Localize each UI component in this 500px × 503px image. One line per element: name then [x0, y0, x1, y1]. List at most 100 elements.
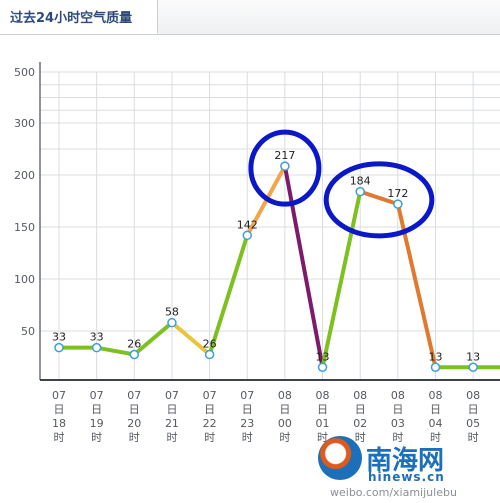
data-label: 26 — [203, 338, 217, 351]
x-tick-label: 日 — [355, 403, 366, 416]
series-segment — [169, 320, 212, 357]
series-segment — [282, 164, 325, 370]
x-tick-label: 日 — [392, 403, 403, 416]
data-label: 26 — [127, 338, 141, 351]
tab-title: 过去24小时空气质量 — [10, 11, 133, 26]
annotation-circle — [248, 129, 322, 207]
x-tick-label: 时 — [129, 431, 140, 444]
data-label: 184 — [350, 175, 371, 188]
data-point — [242, 230, 252, 241]
tab-bar: 过去24小时空气质量 — [0, 0, 500, 35]
x-tick-label: 18 — [52, 417, 66, 430]
x-tick-label: 19 — [90, 417, 104, 430]
data-point — [129, 349, 140, 360]
x-tick-label: 08 — [429, 389, 443, 402]
y-tick-label: 300 — [14, 117, 35, 130]
x-tick-label: 08 — [391, 389, 405, 402]
x-tick-label: 时 — [317, 431, 328, 444]
annotation-circle — [323, 161, 435, 239]
x-tick-label: 时 — [54, 431, 65, 444]
x-tick-label: 日 — [54, 403, 65, 416]
x-tick-label: 08 — [466, 389, 480, 402]
hinews-logo-icon — [318, 436, 362, 480]
x-tick-label: 01 — [316, 417, 330, 430]
data-label: 142 — [237, 218, 258, 231]
x-tick-label: 时 — [166, 431, 177, 444]
y-tick-label: 100 — [14, 273, 35, 286]
x-tick-label: 20 — [127, 417, 141, 430]
watermark-site-name: 南海网 — [366, 446, 445, 476]
y-tick-label: 50 — [21, 325, 35, 338]
data-point — [468, 362, 478, 373]
x-tick-label: 日 — [129, 403, 140, 416]
x-tick-label: 02 — [353, 417, 367, 430]
data-label: 33 — [90, 331, 104, 344]
x-tick-label: 07 — [90, 389, 104, 402]
data-point — [393, 199, 403, 209]
x-tick-label: 23 — [240, 417, 254, 430]
data-labels: 33 33 26 58 26 142 217 13 184 172 13 13 — [52, 149, 480, 363]
series-segment — [94, 345, 137, 357]
series-points — [54, 161, 478, 373]
data-point — [430, 362, 441, 373]
x-tick-label: 时 — [392, 431, 403, 444]
data-point — [204, 349, 215, 360]
y-tick-label: 200 — [14, 169, 35, 182]
x-tick-label: 日 — [91, 403, 102, 416]
x-tick-label: 时 — [242, 431, 253, 444]
x-tick-label: 时 — [204, 431, 215, 444]
x-tick-label: 08 — [278, 389, 292, 402]
data-label: 13 — [429, 350, 443, 363]
data-label: 217 — [274, 149, 295, 162]
x-tick-label: 时 — [279, 431, 290, 444]
data-point — [167, 317, 177, 328]
x-tick-label: 07 — [203, 389, 217, 402]
data-point — [355, 186, 365, 197]
data-label: 172 — [387, 187, 408, 200]
x-tick-label: 07 — [165, 389, 179, 402]
x-tick-label: 时 — [468, 431, 479, 444]
data-point — [91, 342, 102, 353]
x-tick-label: 日 — [204, 403, 215, 416]
x-tick-label: 07 — [52, 389, 66, 402]
series-segment — [207, 233, 250, 357]
data-label: 58 — [165, 306, 179, 319]
data-label: 13 — [466, 350, 480, 363]
watermark-domain: hinews.cn — [368, 470, 445, 484]
x-tick-label: 22 — [203, 417, 217, 430]
chart-axes — [39, 62, 500, 381]
x-tick-label: 日 — [468, 403, 479, 416]
x-tick-label: 时 — [430, 431, 441, 444]
y-tick-label: 500 — [14, 66, 35, 79]
x-tick-label: 日 — [430, 403, 441, 416]
y-tick-label: 150 — [14, 221, 35, 234]
x-tick-label: 日 — [166, 403, 177, 416]
x-tick-label: 日 — [242, 403, 253, 416]
x-tick-label: 日 — [317, 403, 328, 416]
watermark-weibo: weibo.com/xiamijulebu — [330, 486, 457, 499]
x-tick-label: 时 — [91, 431, 102, 444]
data-point — [317, 362, 328, 373]
x-tick-label: 21 — [165, 417, 179, 430]
annotation-circles — [248, 129, 435, 239]
tab-air-quality-24h[interactable]: 过去24小时空气质量 — [0, 0, 158, 34]
series-segment — [132, 320, 174, 357]
x-tick-label: 07 — [240, 389, 254, 402]
x-tick-label: 00 — [278, 417, 292, 430]
x-tick-label: 08 — [316, 389, 330, 402]
x-tick-label: 03 — [391, 417, 405, 430]
series-segment — [320, 189, 363, 370]
data-label: 33 — [52, 331, 66, 344]
x-tick-label: 日 — [279, 403, 290, 416]
x-tick-label: 时 — [355, 431, 366, 444]
data-point — [54, 342, 64, 353]
x-tick-label: 05 — [466, 417, 480, 430]
series-segment — [395, 202, 438, 370]
x-tick-labels: 07日18时07日19时07日20时07日21时07日22时07日23时08日0… — [52, 389, 480, 444]
series-segment — [358, 189, 400, 207]
data-label: 13 — [316, 350, 330, 363]
x-tick-label: 04 — [429, 417, 443, 430]
data-point — [280, 161, 290, 171]
y-tick-labels: 50 100 150 200 300 500 — [14, 66, 35, 338]
